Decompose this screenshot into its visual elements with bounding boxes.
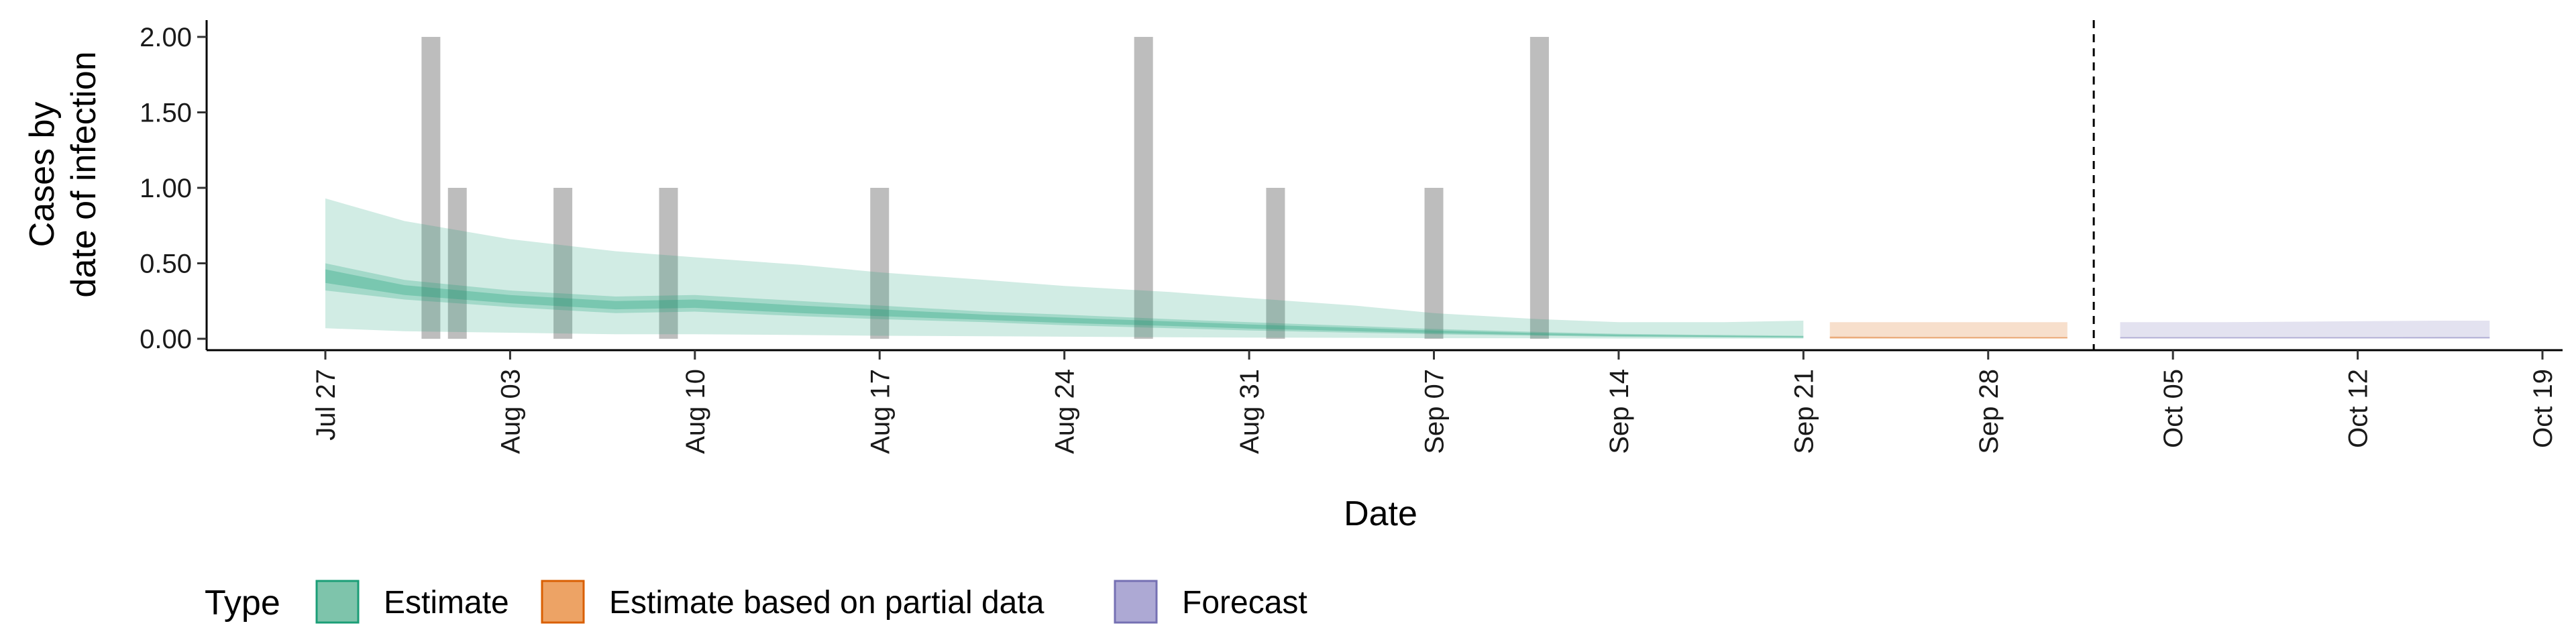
forecast-outer-band [2120,321,2490,339]
y-tick-label: 0.50 [140,250,192,279]
legend-key [315,580,360,624]
y-tick-label: 2.00 [140,23,192,52]
estimate-based-on-partial-data-outer-band [1829,322,2068,339]
x-tick-label: Sep 28 [1974,369,2004,454]
y-tick-label: 0.00 [140,325,192,354]
reported-case-bar [421,37,441,339]
legend-key [541,580,585,624]
reported-case-bar [870,188,890,339]
x-tick-label: Oct 19 [2528,369,2558,448]
x-tick-label: Sep 14 [1605,369,1634,454]
x-tick-label: Aug 03 [496,369,525,454]
legend-label: Forecast [1182,585,1307,621]
x-tick-label: Jul 27 [311,369,341,441]
x-tick-label: Aug 17 [865,369,895,454]
reported-case-bar [1134,37,1153,339]
estimate-median-band [325,269,1804,337]
x-tick-label: Oct 12 [2344,369,2373,448]
x-tick-label: Sep 07 [1420,369,1450,454]
reported-case-bar [1529,37,1549,339]
x-axis-title: Date [1344,494,1417,533]
x-tick-label: Aug 24 [1051,369,1080,454]
y-axis-title-line2: date of infection [64,51,103,297]
axes: 0.00 0.50 1.00 1.50 2.00 Jul 27 Aug 03 Aug 10 Au… [23,20,2563,533]
x-tick-label: Aug 31 [1235,369,1265,454]
forecast-inner-band [2120,337,2490,339]
x-tick-label: Sep 21 [1789,369,1819,454]
estimate-outer-band [325,198,1804,339]
estimate-bands [325,198,2490,339]
y-axis-title-line1: Cases by [23,102,62,248]
y-tick-label: 1.50 [140,99,192,128]
y-tick-label: 1.00 [140,174,192,203]
reported-case-bar [447,188,467,339]
legend-title: Type [205,584,280,623]
reported-case-bar [553,188,573,339]
estimate-based-on-partial-data-inner-band [1829,336,2068,339]
forecast-median-band [2120,337,2490,338]
reported-case-bar [1266,188,1285,339]
x-tick-label: Oct 05 [2159,369,2188,448]
legend-key [1114,580,1158,624]
reported-case-bar [1424,188,1444,339]
estimate-based-on-partial-data-median-band [1829,337,2068,338]
legend: Type Estimate Estimate based on partial da… [205,580,1307,624]
legend-label: Estimate [384,585,509,621]
reported-case-bars [421,37,1549,339]
legend-label: Estimate based on partial data [609,585,1044,621]
x-tick-label: Aug 10 [681,369,710,454]
reported-case-bar [659,188,678,339]
estimate-inner-band [325,263,1804,338]
